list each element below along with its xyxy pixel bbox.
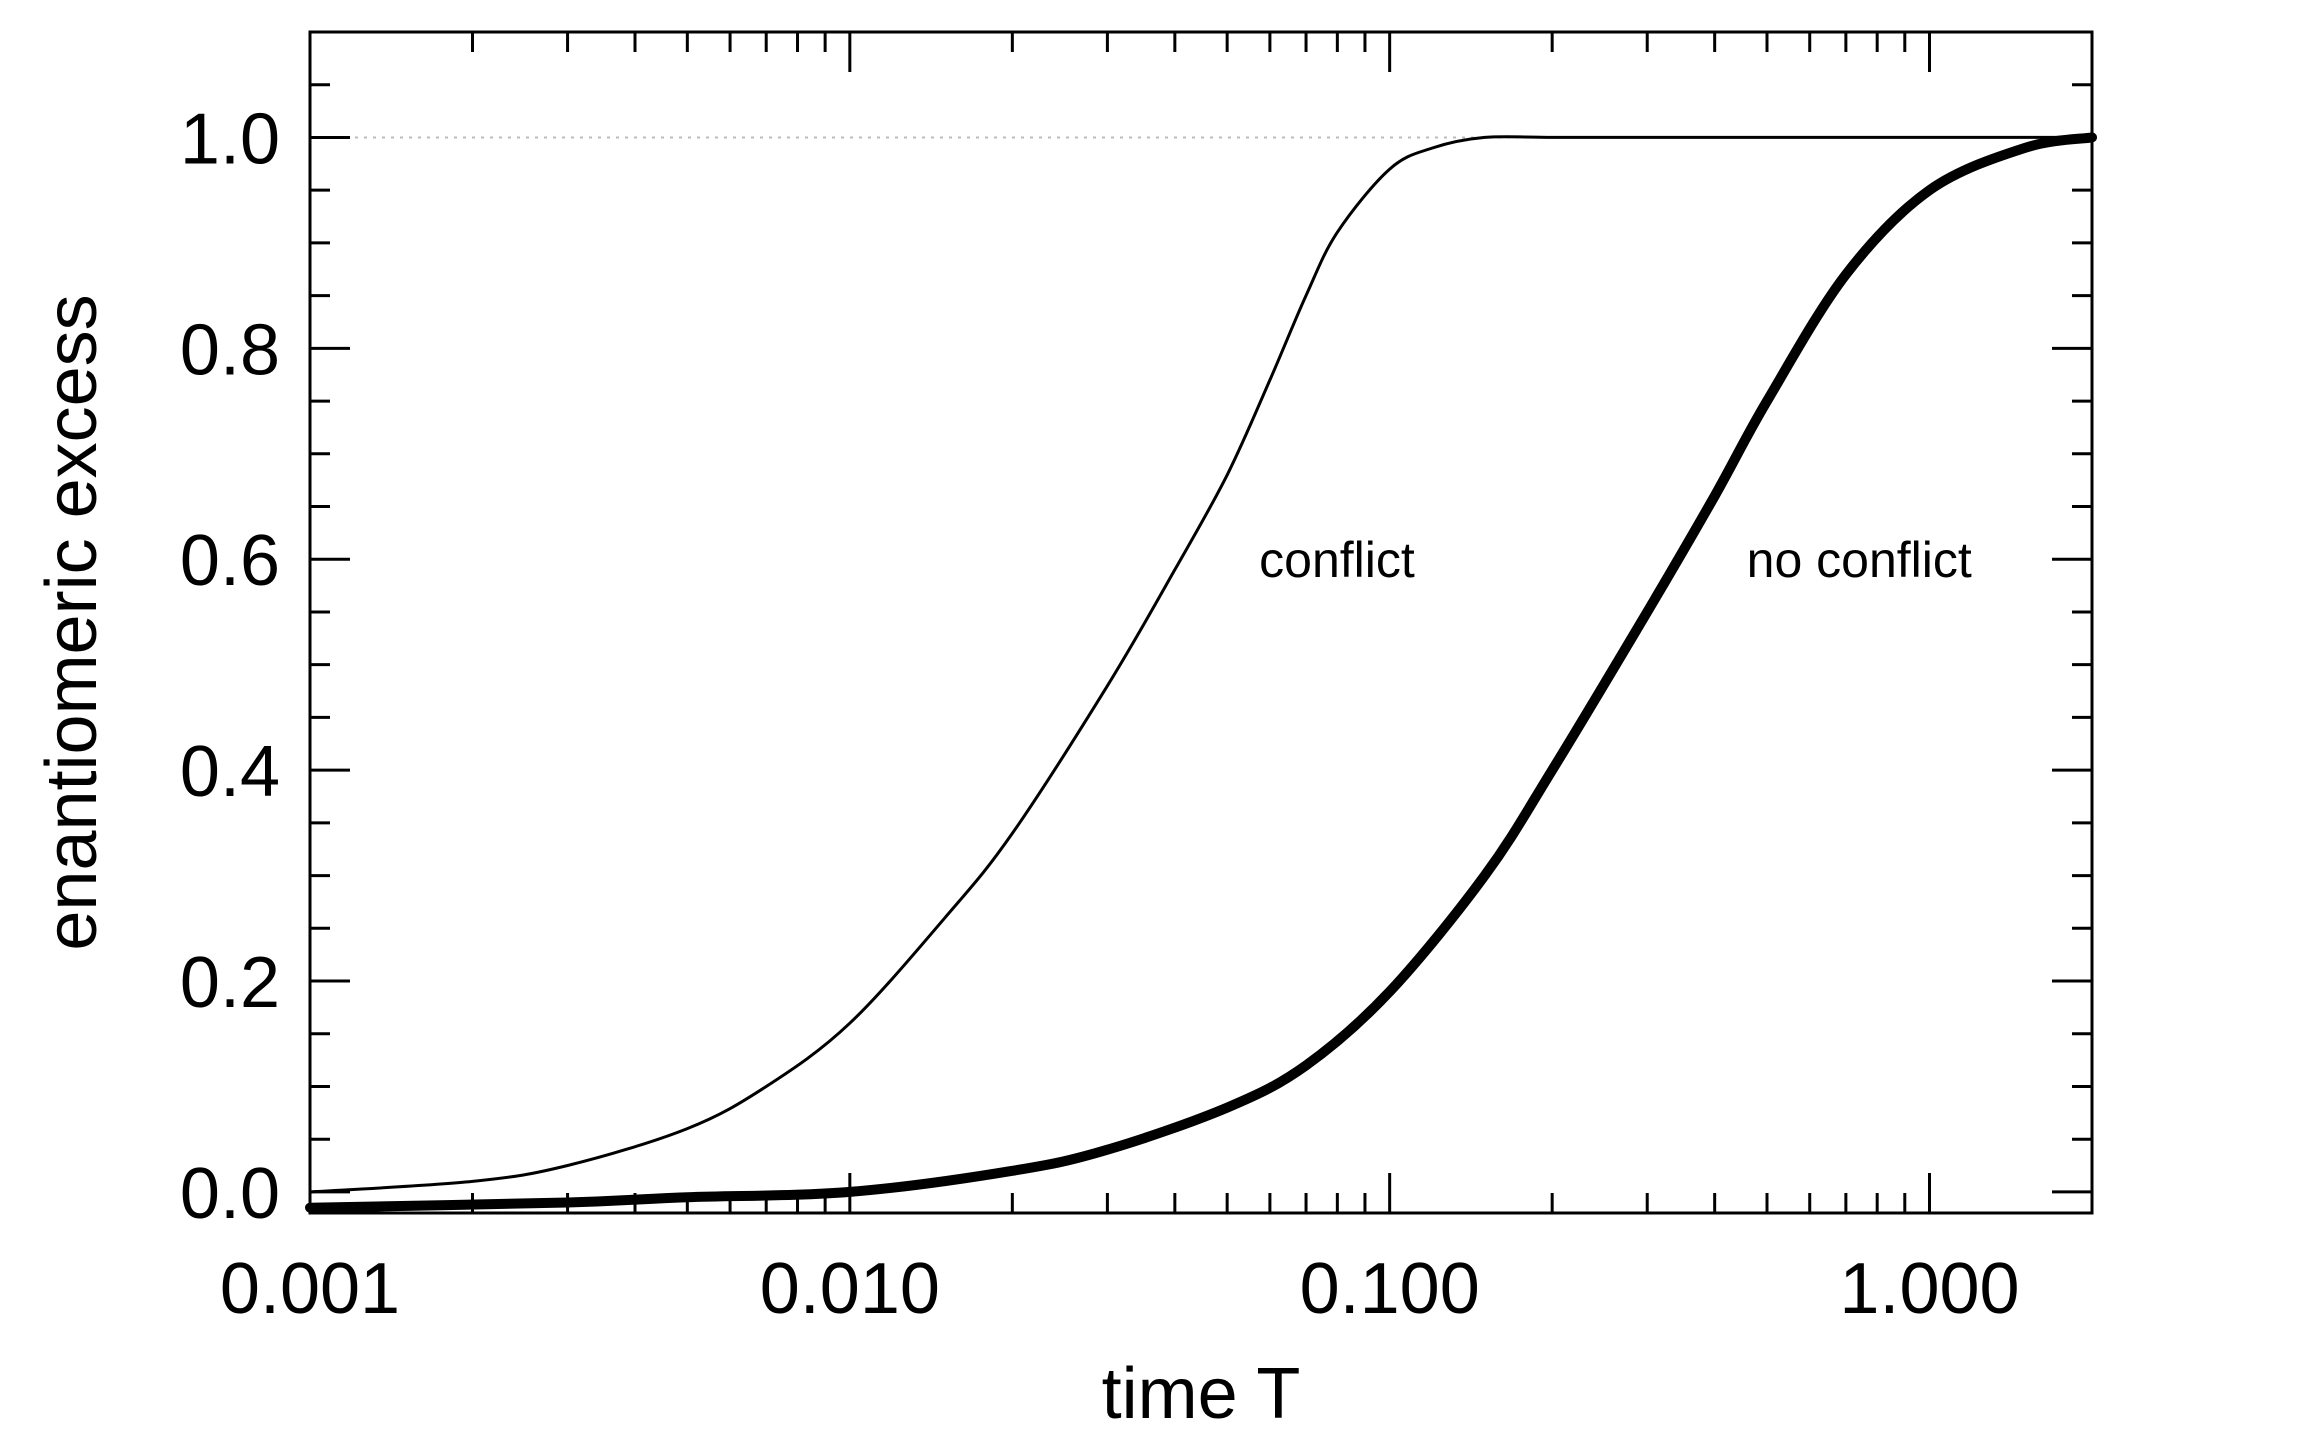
series-layer (305, 132, 2097, 1213)
y-tick-label: 1.0 (180, 99, 280, 179)
y-tick-label: 0.8 (180, 310, 280, 390)
plot-frame (308, 30, 2094, 1215)
y-tick-label: 0.6 (180, 521, 280, 601)
ticks-layer (308, 30, 2094, 1213)
y-tick-label: 0.2 (180, 943, 280, 1023)
x-tick-label: 0.001 (220, 1249, 400, 1329)
x-tick-label: 0.100 (1300, 1249, 1480, 1329)
y-tick-label: 0.0 (180, 1154, 280, 1234)
series-line-no-conflict (305, 132, 2097, 1213)
x-axis-label: time T (1102, 1354, 1301, 1434)
annotation-no-conflict: no conflict (1747, 532, 1972, 588)
x-tick-label: 0.010 (760, 1249, 940, 1329)
series-line-conflict (308, 135, 2094, 1194)
tick-labels-layer: 0.001 0.010 0.100 1.000 0.0 0.2 0.4 0.6 0.8 1.0 (180, 99, 2020, 1329)
y-axis-label: enantiomeric excess (32, 294, 112, 950)
annotations-layer: conflict no conflict (1259, 532, 1972, 588)
plot-area (308, 30, 2094, 1215)
annotation-conflict: conflict (1259, 532, 1415, 588)
y-tick-label: 0.4 (180, 732, 280, 812)
x-tick-label: 1.000 (1839, 1249, 2019, 1329)
